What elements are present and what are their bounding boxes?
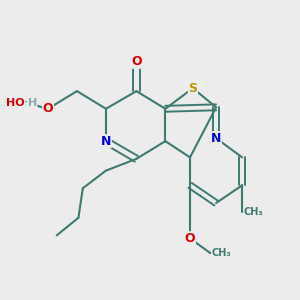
Text: H: H (28, 98, 37, 108)
Text: HO: HO (6, 98, 25, 108)
Text: CH₃: CH₃ (244, 207, 263, 217)
Text: N: N (211, 132, 221, 145)
Text: H: H (22, 98, 31, 108)
Text: S: S (188, 82, 197, 95)
Text: O: O (131, 55, 142, 68)
Text: CH₃: CH₃ (212, 248, 231, 258)
Text: N: N (101, 135, 111, 148)
Text: O: O (185, 232, 195, 245)
Text: O: O (43, 102, 53, 115)
